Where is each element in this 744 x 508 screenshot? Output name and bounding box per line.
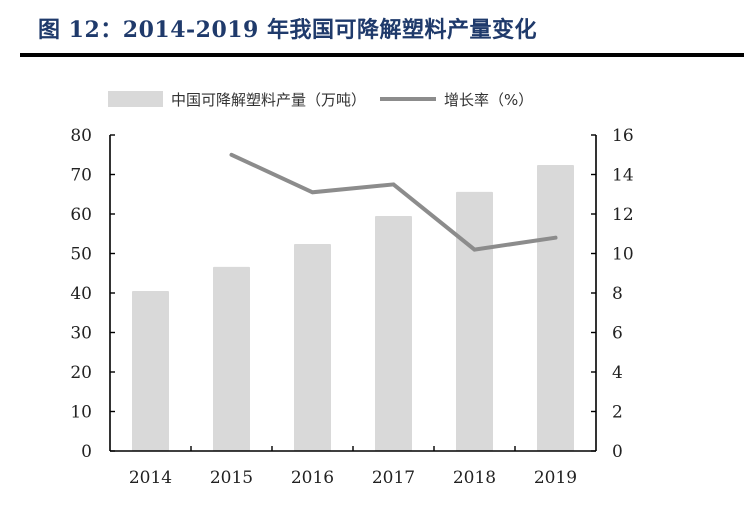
bar-2015 [213,266,250,451]
left-tick-label: 10 [70,403,92,423]
left-tick-label: 30 [70,324,92,344]
bar-series [132,165,574,451]
x-tick-label: 2019 [534,468,577,488]
bar-2018 [456,191,493,451]
legend: 中国可降解塑料产量（万吨） 增长率（%） [108,88,533,110]
legend-line-label: 增长率（%） [444,90,534,109]
right-tick-label: 16 [612,126,634,146]
left-tick-label: 20 [70,363,92,383]
x-tick-label: 2015 [210,468,253,488]
right-tick-label: 0 [612,442,623,462]
left-tick-label: 60 [70,205,92,225]
left-tick-label: 0 [81,442,92,462]
axes: 0 10 20 30 40 50 60 70 80 0 2 4 6 8 10 12 14 16 2014 2015 20… [70,126,633,488]
title-underline [20,53,744,57]
right-tick-label: 10 [612,245,634,265]
bar-2017 [375,215,412,451]
chart-title: 图 12：2014-2019 年我国可降解塑料产量变化 [38,17,538,43]
right-tick-label: 4 [612,363,623,383]
left-tick-label: 70 [70,166,92,186]
x-tick-label: 2017 [372,468,415,488]
left-tick-label: 40 [70,284,92,304]
right-tick-label: 2 [612,403,623,423]
legend-bar-label: 中国可降解塑料产量（万吨） [171,90,367,109]
growth-rate-line [229,152,558,252]
legend-line-swatch [380,97,437,101]
bar-2019 [537,165,574,451]
legend-bar-swatch [108,91,163,107]
x-tick-label: 2018 [453,468,496,488]
bar-2014 [132,291,169,451]
right-tick-label: 8 [612,284,623,304]
right-tick-label: 6 [612,324,623,344]
left-tick-label: 50 [70,245,92,265]
right-tick-label: 12 [612,205,634,225]
bar-2016 [294,244,331,451]
left-tick-label: 80 [70,126,92,146]
x-tick-label: 2016 [291,468,334,488]
right-tick-label: 14 [612,166,634,186]
line-series [229,152,558,252]
x-tick-label: 2014 [129,468,172,488]
